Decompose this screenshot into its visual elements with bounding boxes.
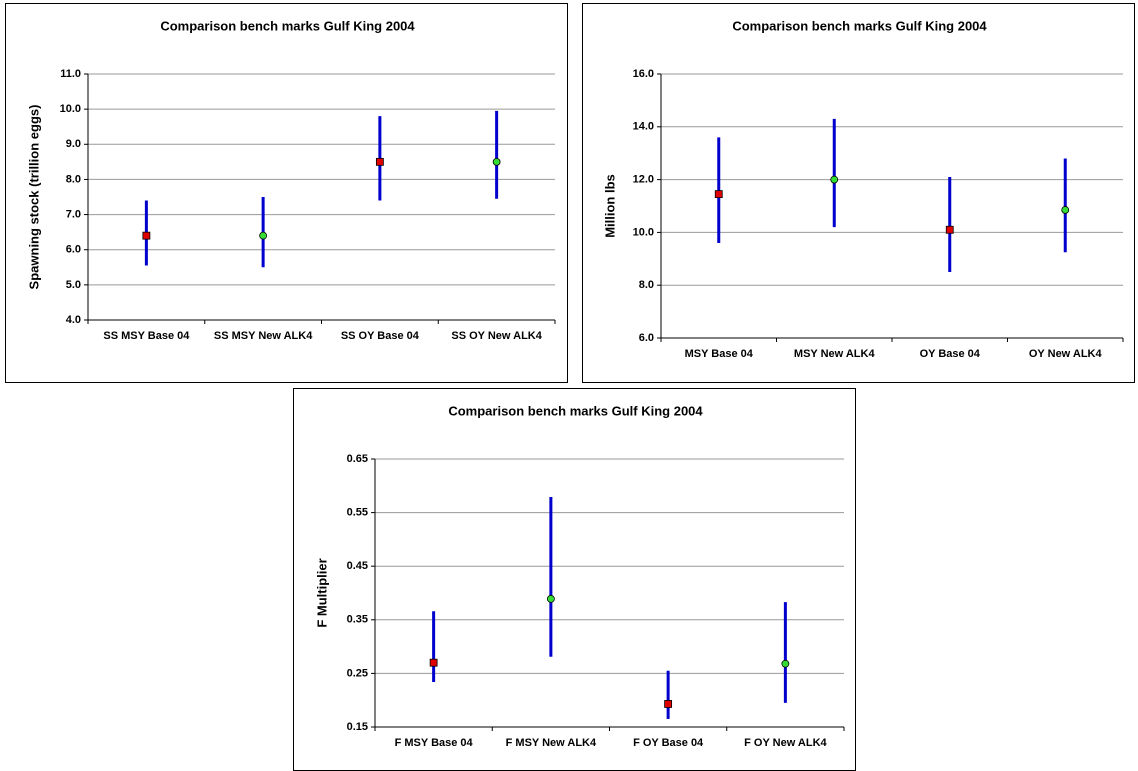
point-marker — [945, 225, 954, 234]
chart-title: Comparison bench marks Gulf King 2004 — [732, 18, 987, 33]
point-marker — [546, 594, 555, 603]
y-tick-label: 16.0 — [633, 68, 654, 80]
x-tick-label: MSY New ALK4 — [793, 348, 875, 360]
x-tick-label: SS OY Base 04 — [340, 330, 419, 342]
y-tick-label: 5.0 — [66, 279, 81, 291]
y-tick-label: 12.0 — [633, 174, 654, 186]
plot-area — [375, 459, 844, 727]
y-tick-label: 6.0 — [639, 332, 654, 344]
y-tick-label: 8.0 — [639, 279, 654, 291]
x-tick-label: F MSY Base 04 — [394, 737, 473, 749]
chart-svg: 0.15 0.25 0.35 0.45 0.55 0.65 Comparison bench… — [314, 403, 845, 733]
y-tick-label: 0.35 — [347, 614, 368, 626]
chart: 4.0 5.0 6.0 7.0 8.0 9.0 10.0 11.0 Comparison ben… — [5, 3, 568, 383]
x-tick-label: F OY New ALK4 — [744, 737, 827, 749]
point-marker — [492, 157, 501, 166]
y-tick-label: 0.55 — [347, 507, 368, 519]
y-axis-label: Million lbs — [602, 174, 617, 238]
chart: 0.15 0.25 0.35 0.45 0.55 0.65 Comparison bench… — [293, 388, 856, 771]
point-marker — [259, 231, 268, 240]
point-marker — [375, 157, 384, 166]
plot-area — [661, 74, 1123, 338]
y-tick-label: 6.0 — [66, 244, 81, 256]
y-axis-label: F Multiplier — [314, 558, 329, 627]
x-tick-label: OY New ALK4 — [1028, 348, 1102, 360]
x-tick-label: MSY Base 04 — [684, 348, 753, 360]
y-tick-label: 8.0 — [66, 173, 81, 185]
point-marker — [781, 659, 790, 668]
y-tick-label: 9.0 — [66, 138, 81, 150]
y-tick-label: 10.0 — [633, 226, 654, 238]
y-tick-label: 0.45 — [347, 560, 368, 572]
x-tick-label: F OY Base 04 — [633, 737, 704, 749]
plot-area — [88, 74, 555, 320]
chart-svg: 6.0 8.0 10.0 12.0 14.0 16.0 Comparison bench m… — [602, 18, 1124, 344]
point-marker — [830, 175, 839, 184]
chart-svg: 4.0 5.0 6.0 7.0 8.0 9.0 10.0 11.0 Comparison ben… — [26, 18, 556, 326]
y-tick-label: 14.0 — [633, 121, 654, 133]
y-axis-label: Spawning stock (trillion eggs) — [26, 105, 41, 290]
x-tick-label: OY Base 04 — [919, 348, 980, 360]
x-tick-label: F MSY New ALK4 — [505, 737, 597, 749]
x-tick-label: SS MSY Base 04 — [103, 330, 190, 342]
point-marker — [1061, 206, 1070, 214]
chart-title: Comparison bench marks Gulf King 2004 — [448, 403, 703, 418]
y-tick-label: 4.0 — [66, 314, 81, 326]
y-tick-label: 10.0 — [60, 103, 81, 115]
x-tick-label: SS MSY New ALK4 — [213, 330, 313, 342]
y-tick-label: 0.15 — [347, 721, 368, 733]
point-marker — [664, 700, 673, 708]
y-tick-label: 0.25 — [347, 667, 368, 679]
point-marker — [714, 190, 723, 199]
chart: 6.0 8.0 10.0 12.0 14.0 16.0 Comparison bench m… — [582, 3, 1135, 383]
point-marker — [142, 231, 151, 240]
y-tick-label: 11.0 — [60, 68, 81, 80]
x-tick-label: SS OY New ALK4 — [451, 330, 542, 342]
y-tick-label: 7.0 — [66, 208, 81, 220]
chart-title: Comparison bench marks Gulf King 2004 — [160, 18, 415, 33]
point-marker — [429, 658, 438, 667]
y-tick-label: 0.65 — [347, 453, 368, 465]
